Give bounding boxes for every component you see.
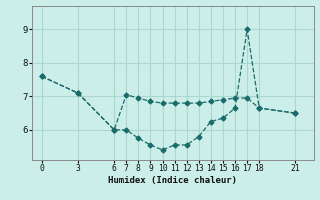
- X-axis label: Humidex (Indice chaleur): Humidex (Indice chaleur): [108, 176, 237, 185]
